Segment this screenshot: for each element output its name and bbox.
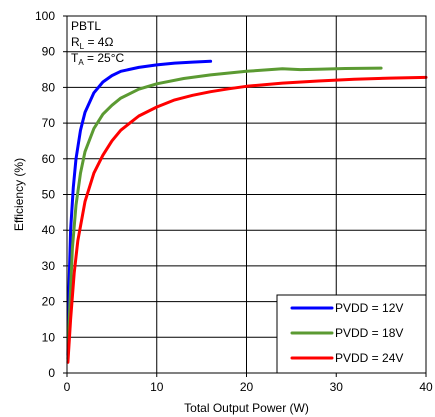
legend-label-1: PVDD = 12V xyxy=(335,301,403,315)
annotation-temp-symbol: T xyxy=(71,51,79,65)
y-tick-label: 40 xyxy=(42,223,56,237)
x-tick-label: 0 xyxy=(64,380,71,394)
annotation-temp-value: = 25°C xyxy=(84,51,125,65)
legend-label-3: PVDD = 24V xyxy=(335,351,403,365)
x-axis-title: Total Output Power (W) xyxy=(184,401,309,415)
y-tick-label: 50 xyxy=(42,188,56,202)
annotation-load: RL = 4Ω xyxy=(71,35,113,51)
y-tick-label: 10 xyxy=(42,330,56,344)
x-tick-label: 40 xyxy=(419,380,433,394)
y-tick-label: 100 xyxy=(35,9,55,23)
series-line-1 xyxy=(66,59,213,357)
tick-layer: 0 10 20 30 40 0 10 20 30 40 50 60 70 80 90 100 xyxy=(35,9,433,394)
annotation-temperature: TA = 25°C xyxy=(71,51,125,67)
legend: PVDD = 12V PVDD = 18V PVDD = 24V xyxy=(276,294,427,374)
y-tick-label: 30 xyxy=(42,259,56,273)
legend-label-2: PVDD = 18V xyxy=(335,326,403,340)
annotation-config: PBTL xyxy=(71,19,101,33)
annotation-load-subscript: L xyxy=(80,42,85,51)
y-axis-title: Efficiency (%) xyxy=(12,158,26,231)
y-tick-label: 20 xyxy=(42,295,56,309)
y-tick-label: 0 xyxy=(48,366,55,380)
series-layer xyxy=(66,59,428,364)
x-tick-label: 30 xyxy=(330,380,344,394)
y-tick-label: 90 xyxy=(42,45,56,59)
annotation-load-symbol: R xyxy=(71,35,80,49)
x-tick-label: 20 xyxy=(240,380,254,394)
y-tick-label: 70 xyxy=(42,116,56,130)
conditions-annotation: PBTL RL = 4Ω TA = 25°C xyxy=(71,19,125,67)
annotation-load-value: = 4Ω xyxy=(84,35,113,49)
x-tick-label: 10 xyxy=(150,380,164,394)
series-line-3 xyxy=(66,75,428,364)
annotation-temp-subscript: A xyxy=(78,58,84,67)
y-tick-label: 60 xyxy=(42,152,56,166)
y-tick-label: 80 xyxy=(42,80,56,94)
grid-layer xyxy=(67,16,426,373)
series-line-2 xyxy=(66,66,383,361)
